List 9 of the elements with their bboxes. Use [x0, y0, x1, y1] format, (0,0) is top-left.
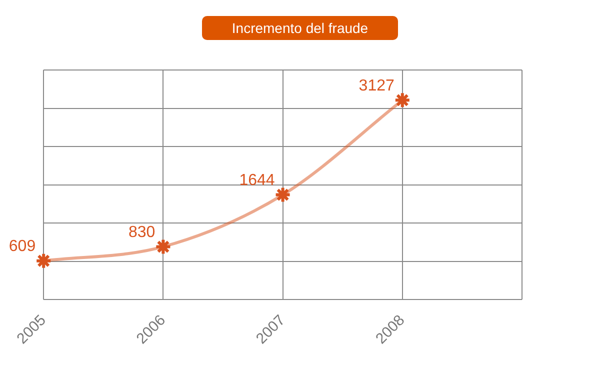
- point: [35, 252, 52, 270]
- data-label: 830: [128, 224, 156, 242]
- data-label: 1644: [239, 172, 275, 190]
- data-label: 3127: [358, 78, 394, 95]
- data-label: 609: [8, 238, 36, 256]
- chart-title: Incremento del fraude: [202, 16, 398, 40]
- point: [274, 186, 292, 204]
- point: [154, 238, 172, 256]
- point: [394, 92, 411, 109]
